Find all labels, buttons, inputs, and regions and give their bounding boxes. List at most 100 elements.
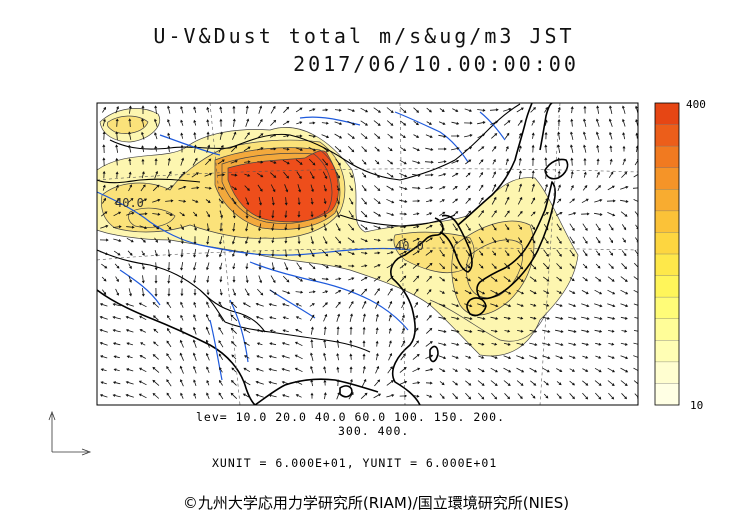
- wind-arrow: [269, 160, 277, 164]
- wind-arrow: [516, 107, 524, 113]
- wind-arrow: [504, 329, 511, 333]
- wind-arrow: [231, 354, 237, 360]
- wind-arrow: [557, 144, 561, 153]
- wind-arrow: [386, 263, 394, 269]
- wind-arrow: [128, 158, 132, 166]
- contour-levels-line2: 300. 400.: [338, 424, 410, 438]
- wind-arrow: [127, 250, 133, 256]
- wind-arrow: [555, 212, 563, 216]
- wind-arrow: [321, 134, 330, 139]
- wind-arrow: [401, 314, 405, 321]
- wind-arrow: [139, 212, 148, 216]
- wind-arrow: [478, 342, 485, 346]
- wind-arrow: [438, 303, 446, 307]
- wind-arrow: [452, 108, 459, 112]
- wind-arrow: [347, 120, 356, 126]
- wind-arrow: [492, 159, 496, 165]
- wind-arrow: [633, 342, 638, 345]
- wind-arrow: [218, 186, 225, 190]
- wind-arrow: [102, 118, 106, 127]
- wind-arrow: [557, 170, 561, 179]
- wind-arrow: [438, 147, 447, 151]
- wind-arrow: [452, 198, 459, 204]
- wind-arrow: [490, 276, 498, 282]
- wind-arrow: [348, 289, 355, 295]
- wind-arrow: [115, 118, 119, 127]
- wind-arrow: [270, 172, 277, 178]
- wind-arrow: [192, 157, 198, 166]
- wind-arrow: [219, 223, 223, 232]
- wind-arrow: [424, 160, 434, 164]
- wind-arrow: [531, 170, 535, 180]
- wind-arrow: [154, 275, 158, 284]
- wind-arrow: [193, 289, 197, 296]
- wind-arrow: [296, 262, 302, 270]
- wind-arrow: [258, 197, 262, 206]
- wind-arrow: [490, 303, 499, 308]
- wind-arrow: [478, 223, 484, 231]
- wind-arrow: [141, 105, 145, 114]
- wind-arrow: [219, 367, 223, 373]
- wind-arrow: [570, 144, 574, 153]
- wind-arrow: [414, 314, 418, 321]
- wind-arrow: [478, 276, 485, 282]
- wind-arrow: [206, 275, 210, 283]
- wind-arrow: [439, 108, 445, 112]
- wind-arrow: [336, 379, 340, 387]
- wind-arrow: [256, 342, 263, 346]
- wind-arrow: [281, 342, 290, 346]
- wind-arrow: [594, 316, 603, 320]
- wind-arrow: [569, 393, 575, 400]
- wind-arrow: [581, 329, 590, 333]
- wind-arrow: [570, 131, 574, 140]
- wind-arrow: [595, 276, 602, 282]
- wind-arrow: [126, 368, 134, 372]
- wind-arrow: [622, 132, 626, 140]
- wind-arrow: [464, 290, 472, 295]
- wind-arrow: [426, 314, 432, 321]
- wind-arrow: [323, 210, 327, 218]
- wind-arrow: [178, 185, 187, 190]
- wind-arrow: [555, 342, 564, 346]
- wind-arrow: [544, 106, 548, 113]
- wind-arrow: [582, 223, 588, 231]
- wind-arrow: [153, 341, 159, 347]
- wind-arrow: [570, 106, 574, 114]
- wind-arrow: [569, 368, 575, 372]
- wind-arrow: [412, 147, 420, 152]
- wind-arrow: [582, 250, 588, 257]
- wind-arrow: [609, 131, 613, 140]
- wind-arrow: [269, 342, 277, 346]
- wind-arrow: [426, 275, 432, 282]
- wind-arrow: [517, 316, 524, 320]
- wind-arrow: [518, 237, 522, 244]
- wind-arrow: [595, 118, 600, 127]
- wind-arrow: [529, 329, 538, 333]
- wind-arrow: [323, 223, 327, 232]
- wind-arrow: [361, 264, 368, 268]
- wind-arrow: [518, 224, 522, 230]
- wind-arrow: [284, 197, 288, 206]
- wind-arrow: [516, 367, 525, 373]
- wind-arrow: [115, 157, 119, 166]
- wind-arrow: [492, 250, 497, 256]
- wind-arrow: [503, 316, 511, 320]
- wind-arrow: [569, 249, 575, 257]
- wind-arrow: [281, 354, 290, 359]
- wind-arrow: [543, 249, 549, 257]
- wind-arrow: [100, 368, 107, 372]
- wind-arrow: [582, 380, 589, 386]
- wind-arrow: [206, 119, 210, 127]
- wind-arrow: [100, 355, 108, 359]
- wind-arrow: [141, 262, 145, 270]
- wind-arrow: [581, 316, 590, 320]
- wind-arrow: [413, 340, 420, 348]
- wind-arrow: [360, 133, 368, 139]
- wind-arrow: [399, 107, 407, 114]
- wind-arrow: [439, 199, 445, 203]
- colorbar-segment: [655, 167, 679, 190]
- wind-arrow: [180, 249, 184, 258]
- wind-arrow: [100, 211, 108, 217]
- wind-arrow: [542, 276, 550, 282]
- wind-arrow: [399, 186, 408, 191]
